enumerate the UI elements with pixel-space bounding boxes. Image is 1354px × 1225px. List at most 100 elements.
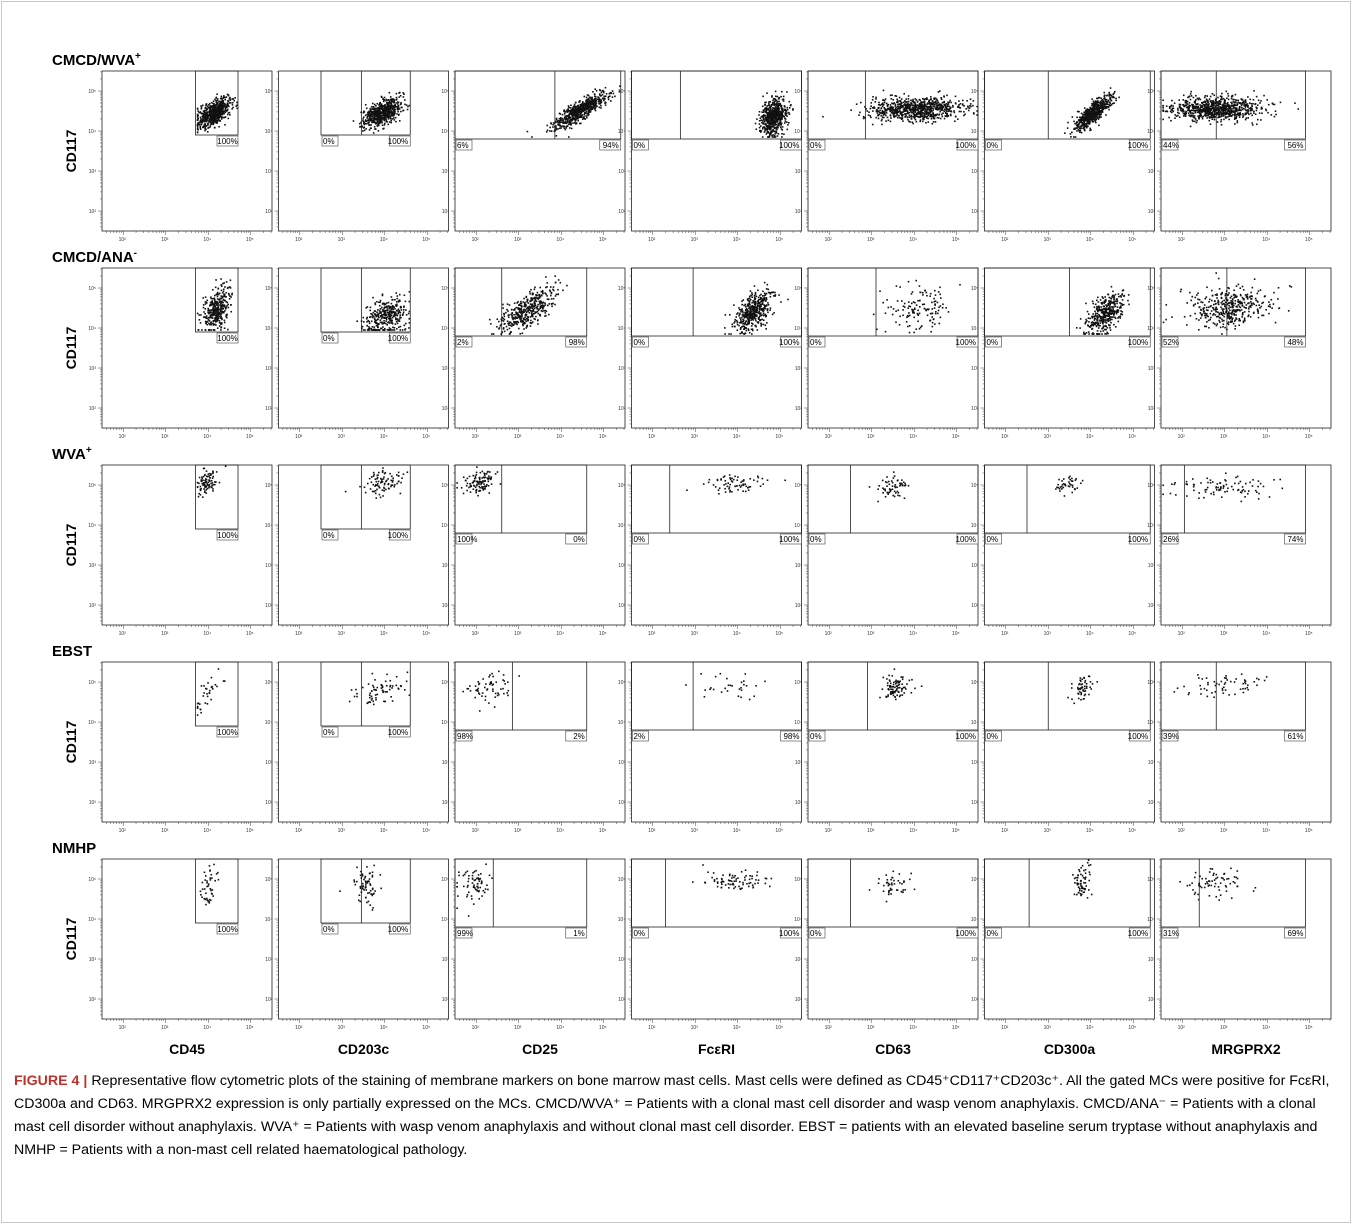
event-point [952, 104, 954, 107]
event-point [380, 103, 383, 106]
event-point [567, 105, 570, 107]
event-point [862, 117, 865, 120]
event-point [767, 122, 770, 124]
event-point [588, 106, 590, 108]
event-point [1229, 111, 1231, 114]
event-point [872, 110, 874, 112]
event-point [391, 118, 394, 120]
event-point [775, 110, 778, 113]
event-point [917, 109, 920, 112]
event-point [226, 108, 229, 111]
event-point [889, 109, 891, 112]
gate-box [195, 70, 239, 136]
event-point [907, 103, 910, 106]
event-point [948, 101, 950, 104]
event-point [554, 129, 556, 132]
event-point [949, 106, 952, 109]
percent-box [780, 139, 802, 151]
event-point [935, 114, 938, 117]
event-point [1191, 112, 1194, 114]
event-point [1099, 101, 1102, 103]
event-point [925, 115, 928, 118]
event-point [785, 114, 787, 117]
event-point [1222, 109, 1224, 112]
event-point [1264, 108, 1267, 111]
event-point [1097, 114, 1099, 116]
event-point [1184, 100, 1187, 102]
y-tick-label: 10³ [1148, 169, 1156, 175]
x-tick-label: 10³ [1044, 237, 1052, 243]
event-point [913, 110, 916, 112]
event-point [373, 114, 375, 116]
event-point [790, 103, 792, 106]
event-point [1096, 104, 1098, 107]
event-point [590, 109, 593, 111]
event-point [881, 111, 884, 114]
event-point [946, 105, 949, 108]
event-point [764, 108, 766, 111]
event-point [910, 103, 912, 106]
event-point [943, 117, 946, 120]
event-point [1086, 117, 1088, 119]
event-point [906, 106, 909, 108]
event-point [196, 127, 199, 130]
event-point [921, 112, 923, 115]
event-point [914, 107, 916, 109]
event-point [1109, 87, 1112, 89]
event-point [767, 131, 770, 133]
event-point [895, 106, 898, 109]
event-point [228, 111, 231, 114]
event-point [587, 108, 590, 111]
event-point [384, 109, 387, 111]
event-point [1267, 103, 1270, 106]
event-point [388, 100, 391, 102]
event-point [203, 113, 206, 115]
event-point [775, 99, 778, 102]
event-point [876, 109, 879, 112]
event-point [923, 103, 926, 105]
event-point [782, 111, 785, 113]
event-point [1076, 130, 1078, 132]
event-point [378, 117, 381, 119]
event-point [775, 123, 778, 126]
event-point [938, 104, 941, 106]
event-point [883, 99, 886, 102]
event-point [917, 105, 920, 107]
event-point [376, 117, 378, 120]
event-point [560, 127, 562, 129]
event-point [1223, 106, 1225, 108]
event-point [398, 120, 401, 122]
x-tick-label: 10³ [338, 237, 346, 243]
event-point [758, 110, 761, 113]
event-point [774, 104, 776, 106]
event-point [957, 105, 960, 108]
event-point [930, 117, 933, 120]
event-point [1097, 118, 1100, 120]
event-point [1090, 116, 1093, 118]
event-point [375, 111, 378, 114]
event-point [887, 103, 890, 106]
event-point [1169, 110, 1172, 113]
event-point [576, 115, 579, 118]
event-point [1184, 105, 1186, 108]
event-point [1071, 116, 1074, 118]
event-point [917, 116, 920, 118]
event-point [386, 121, 388, 123]
event-point [950, 101, 952, 104]
event-point [891, 106, 893, 108]
event-point [587, 114, 589, 117]
event-point [786, 106, 789, 109]
event-point [1245, 101, 1247, 104]
event-point [1188, 104, 1191, 107]
event-point [779, 123, 781, 125]
percent-label: 100% [956, 141, 976, 150]
event-point [1219, 98, 1222, 101]
event-point [206, 116, 209, 118]
event-point [769, 131, 772, 133]
event-point [390, 121, 393, 124]
event-point [387, 104, 390, 107]
event-point [769, 128, 771, 131]
event-point [902, 101, 905, 104]
event-point [1088, 119, 1090, 122]
